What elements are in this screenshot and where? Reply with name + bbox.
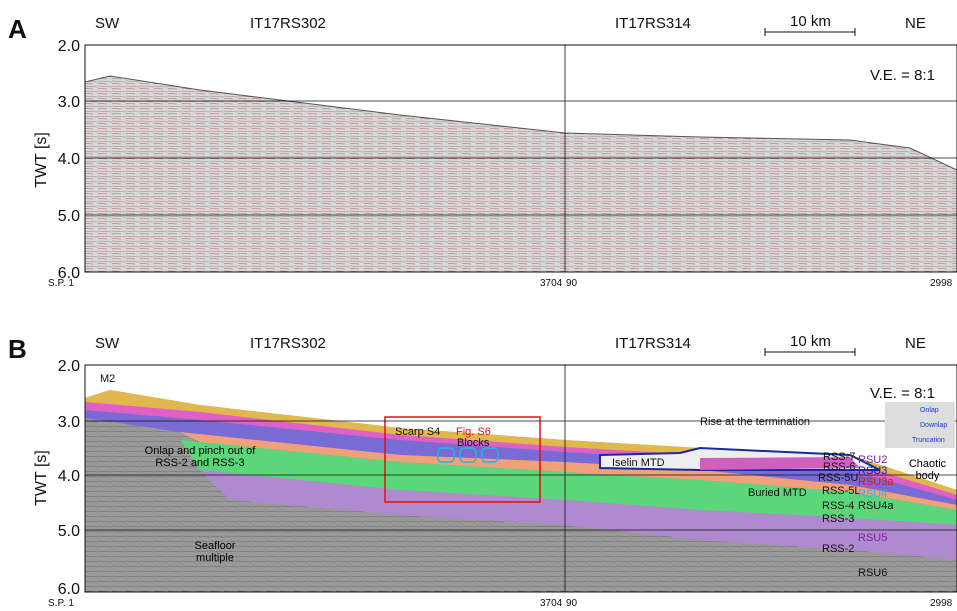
header: IT17RS314 (615, 335, 691, 352)
annotation: Iselin MTD (612, 457, 665, 469)
scale-bar (764, 28, 856, 36)
legend-entry: Downlap (920, 422, 947, 429)
annotation: Scarp S4 (395, 426, 440, 438)
surface: RSU3a (858, 476, 894, 488)
annotation: Fig. S6 (456, 426, 491, 438)
legend (885, 402, 955, 448)
annotation: M2 (100, 373, 115, 385)
legend-entry: Onlap (920, 407, 939, 414)
annotation: Onlap and pinch out of RSS-2 and RSS-3 (144, 445, 256, 469)
shot-point: 2998 (930, 278, 953, 289)
header: IT17RS302 (250, 335, 326, 352)
unit: RSS-4 (822, 500, 854, 512)
frame (84, 44, 957, 273)
surface: RSU5 (858, 532, 887, 544)
header: NE (905, 15, 926, 32)
surface: RSU6 (858, 567, 887, 579)
header: IT17RS302 (250, 15, 326, 32)
ve: V.E. = 8:1 (870, 67, 935, 84)
header: IT17RS314 (615, 15, 691, 32)
y-tick: 4.0 (58, 151, 80, 168)
panel-a: A SW IT17RS302 IT17RS314 10 km NE V.E. =… (8, 13, 957, 289)
shot-point: 3704 (540, 598, 563, 609)
annotation-box: Onlap and pinch out of RSS-2 and RSS-3 (144, 445, 256, 469)
header: 10 km (790, 333, 831, 350)
y-tick: 6.0 (58, 265, 80, 282)
unit: RSS-6 (823, 461, 855, 473)
panel-label: B (8, 334, 27, 364)
annotation: Blocks (457, 437, 490, 449)
water (85, 365, 957, 490)
axis-label: TWT [s] (33, 132, 50, 188)
unit: RSS-5U (818, 472, 858, 484)
unit: RSS-7 (823, 451, 855, 463)
panel-b: B SW IT17RS302 IT17RS314 10 km NE V.E. =… (8, 333, 957, 609)
scale-bar (764, 348, 856, 356)
y-tick: 5.0 (58, 523, 80, 540)
rise (700, 457, 860, 470)
y-tick: 4.0 (58, 468, 80, 485)
header: SW (95, 15, 120, 32)
surface: RSU4 (858, 488, 887, 500)
y-tick: 3.0 (58, 94, 80, 111)
layer-rss7 (85, 390, 957, 495)
axis-label: TWT [s] (33, 450, 50, 506)
annotation: Chaotic body (908, 458, 947, 482)
shot-point: 3704 (540, 278, 563, 289)
shot-point: 90 (566, 278, 578, 289)
layer-rss5u (85, 410, 957, 505)
ve: V.E. = 8:1 (870, 385, 935, 402)
shot-point: 2998 (930, 598, 953, 609)
shot-point: S.P. 1 (48, 278, 74, 289)
unit: RSS-5L (822, 485, 861, 497)
panel-label: A (8, 14, 27, 44)
unit: RSS-2 (822, 543, 854, 555)
layer-rss4 (180, 440, 957, 525)
header: SW (95, 335, 120, 352)
shot-point: 90 (566, 598, 578, 609)
annotation: Rise at the termination (700, 416, 810, 428)
shot-point: S.P. 1 (48, 598, 74, 609)
annotation: Buried MTD (748, 487, 807, 499)
header: 10 km (790, 13, 831, 30)
layer-rss5l (180, 432, 957, 510)
header: NE (905, 335, 926, 352)
annotation-box: Seafloor multiple (194, 540, 236, 564)
annotation: Seafloor multiple (194, 540, 236, 564)
fig-box (384, 416, 541, 503)
frame (84, 364, 957, 593)
seismic-profile (85, 76, 957, 272)
y-tick: 6.0 (58, 581, 80, 598)
y-tick: 2.0 (58, 358, 80, 375)
surface: RSU2 (858, 454, 887, 466)
layer-rss6 (85, 402, 957, 500)
surface: RSU3 (858, 465, 887, 477)
layer-rss3 (200, 470, 957, 560)
unit: RSS-3 (822, 513, 854, 525)
annotation-box: Chaotic body (908, 458, 947, 482)
surface: RSU4a (858, 500, 894, 512)
y-tick: 5.0 (58, 208, 80, 225)
legend-entry: Truncation (912, 437, 945, 444)
y-tick: 3.0 (58, 414, 80, 431)
y-tick: 2.0 (58, 38, 80, 55)
